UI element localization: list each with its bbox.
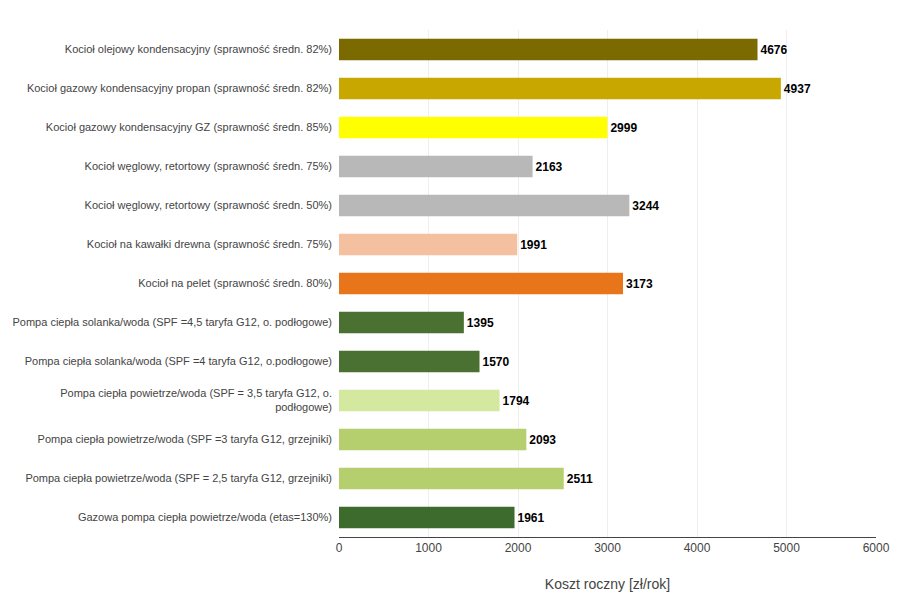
svg-text:Pompa ciepła powietrze/woda (S: Pompa ciepła powietrze/woda (SPF = 3,5 t…	[60, 387, 332, 413]
svg-text:1794: 1794	[503, 394, 530, 408]
svg-text:Kocioł gazowy kondensacyjny pr: Kocioł gazowy kondensacyjny propan (spra…	[27, 82, 332, 94]
svg-text:2093: 2093	[529, 433, 556, 447]
svg-text:1961: 1961	[518, 511, 545, 525]
svg-text:4000: 4000	[684, 541, 711, 555]
svg-text:1991: 1991	[520, 238, 547, 252]
svg-text:Kocioł węglowy, retortowy (spr: Kocioł węglowy, retortowy (sprawność śre…	[85, 160, 332, 172]
svg-text:Pompa ciepła solanka/woda (SPF: Pompa ciepła solanka/woda (SPF =4,5 tary…	[13, 316, 333, 328]
svg-text:1570: 1570	[483, 355, 510, 369]
svg-text:Kocioł na kawałki drewna (spra: Kocioł na kawałki drewna (sprawność śred…	[87, 238, 332, 250]
svg-text:2999: 2999	[610, 121, 637, 135]
svg-text:2511: 2511	[567, 472, 593, 486]
svg-text:Pompa ciepła powietrze/woda (S: Pompa ciepła powietrze/woda (SPF = 2,5 t…	[25, 472, 332, 484]
svg-text:2000: 2000	[505, 541, 532, 555]
svg-text:Kocioł na pelet (sprawność śre: Kocioł na pelet (sprawność średn. 80%)	[138, 277, 332, 289]
svg-text:Pompa ciepła solanka/woda (SPF: Pompa ciepła solanka/woda (SPF =4 taryfa…	[25, 355, 332, 367]
svg-text:Koszt roczny [zł/rok]: Koszt roczny [zł/rok]	[545, 576, 670, 592]
svg-text:Pompa ciepła powietrze/woda (S: Pompa ciepła powietrze/woda (SPF =3 tary…	[38, 433, 332, 445]
svg-text:0: 0	[336, 541, 343, 555]
svg-text:1000: 1000	[415, 541, 442, 555]
svg-text:3000: 3000	[594, 541, 621, 555]
svg-text:Kocioł gazowy kondensacyjny GZ: Kocioł gazowy kondensacyjny GZ (sprawnoś…	[46, 121, 332, 133]
svg-text:3173: 3173	[626, 277, 653, 291]
svg-text:Gazowa pompa ciepła powietrze/: Gazowa pompa ciepła powietrze/woda (etas…	[78, 511, 332, 523]
svg-text:5000: 5000	[773, 541, 800, 555]
svg-text:Kocioł węglowy, retortowy (spr: Kocioł węglowy, retortowy (sprawność śre…	[85, 199, 332, 211]
svg-text:3244: 3244	[632, 199, 659, 213]
svg-text:4676: 4676	[761, 43, 788, 57]
svg-text:4937: 4937	[784, 82, 811, 96]
svg-text:Kocioł olejowy kondensacyjny (: Kocioł olejowy kondensacyjny (sprawność …	[65, 43, 332, 55]
svg-text:6000: 6000	[863, 541, 890, 555]
svg-text:1395: 1395	[467, 316, 494, 330]
svg-text:2163: 2163	[536, 160, 563, 174]
